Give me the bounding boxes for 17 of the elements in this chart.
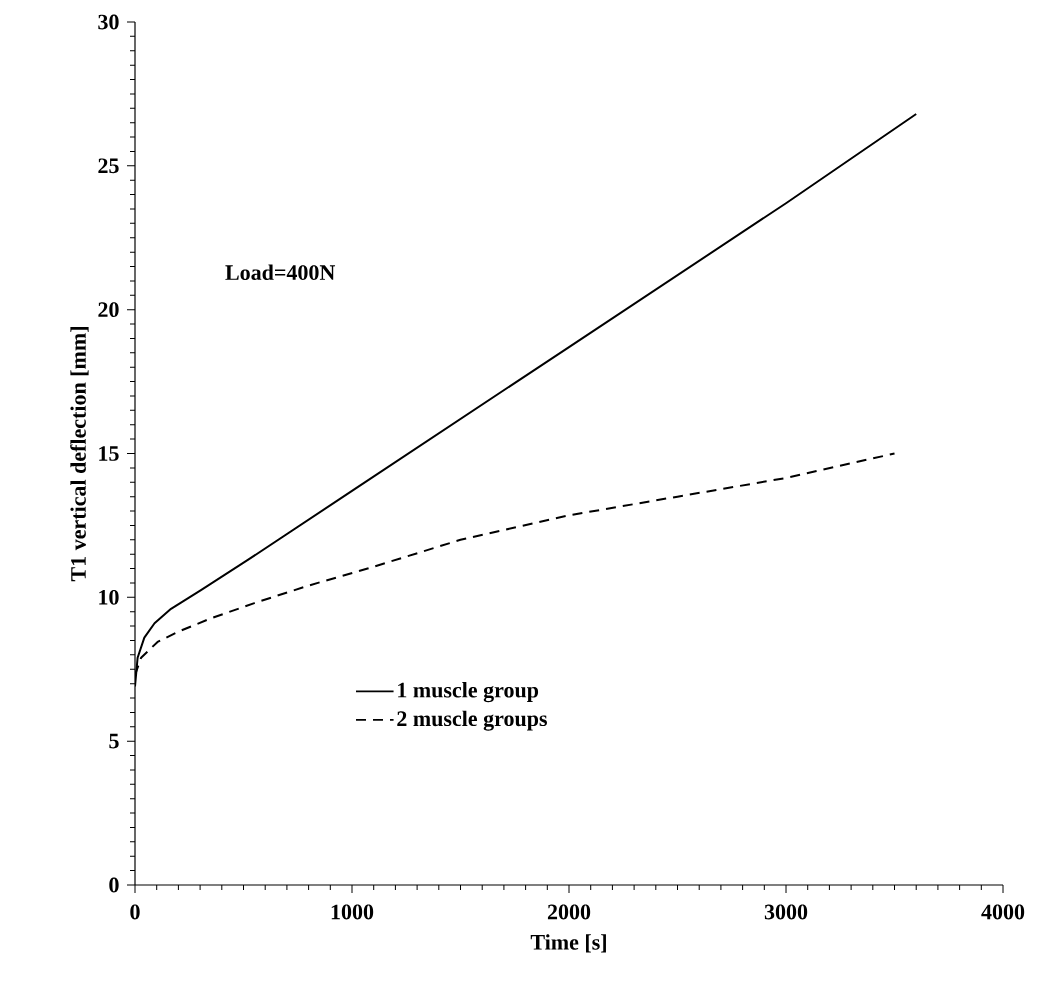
x-tick-label: 4000	[981, 904, 1025, 920]
y-tick-label: 10	[99, 589, 119, 605]
legend-label: 1 muscle group	[398, 682, 539, 703]
y-tick-label: 0	[109, 877, 119, 893]
y-tick-label: 25	[98, 158, 119, 174]
x-axis-title: Time [s]	[530, 934, 606, 953]
x-tick-label: 0	[130, 904, 140, 920]
x-tick-label: 1000	[331, 904, 374, 920]
legend-label: 2 muscle groups	[397, 710, 547, 731]
y-tick-label: 20	[98, 302, 119, 318]
y-tick-label: 30	[98, 14, 119, 30]
x-tick-label: 3000	[764, 904, 808, 920]
y-axis-title: T1 vertical deflection [mm]	[70, 327, 89, 582]
annotation: Load=400N	[225, 264, 336, 280]
y-tick-label: 15	[99, 446, 119, 461]
y-tick-label: 5	[109, 733, 119, 749]
x-tick-label: 2000	[547, 904, 591, 920]
